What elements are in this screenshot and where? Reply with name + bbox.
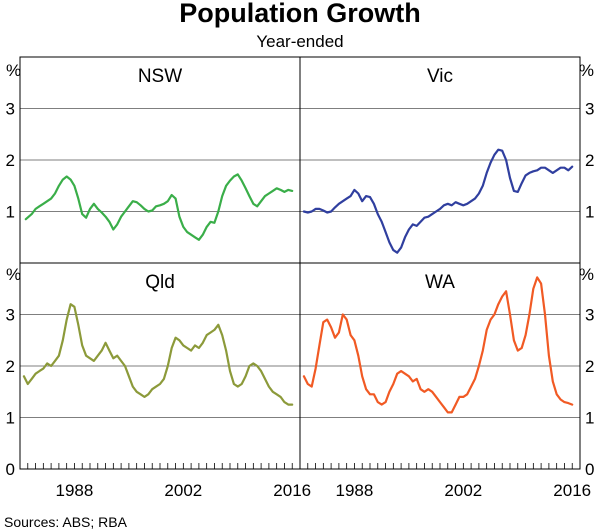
chart-title: Population Growth bbox=[179, 0, 420, 28]
y-tick-label-wa-2: 2 bbox=[585, 357, 594, 376]
y-tick-label-wa-1: 1 bbox=[585, 409, 594, 428]
unit-label-top-right: % bbox=[579, 61, 594, 80]
y-tick-label-qld-2: 2 bbox=[6, 357, 15, 376]
panel-title-nsw: NSW bbox=[138, 66, 182, 87]
x-tick-label-wa-2016: 2016 bbox=[553, 481, 591, 500]
y-tick-label-nsw-1: 1 bbox=[6, 203, 15, 222]
series-line-nsw bbox=[24, 173, 294, 241]
panel-title-qld: Qld bbox=[145, 272, 175, 293]
y-tick-label-vic-1: 1 bbox=[585, 203, 594, 222]
y-tick-label-nsw-3: 3 bbox=[6, 100, 15, 119]
y-tick-label-qld-3: 3 bbox=[6, 306, 15, 325]
x-tick-label-wa-2002: 2002 bbox=[444, 481, 482, 500]
unit-label-bottom-right: % bbox=[579, 265, 594, 284]
y-tick-label-vic-2: 2 bbox=[585, 151, 594, 170]
y-tick-label-qld-0: 0 bbox=[6, 460, 15, 479]
unit-label-bottom-left: % bbox=[6, 265, 21, 284]
y-tick-label-nsw-2: 2 bbox=[6, 151, 15, 170]
x-tick-label-qld-1988: 1988 bbox=[56, 481, 94, 500]
chart-subtitle: Year-ended bbox=[256, 32, 343, 51]
y-tick-label-vic-3: 3 bbox=[585, 100, 594, 119]
series-line-vic bbox=[302, 148, 574, 254]
x-tick-label-qld-2016: 2016 bbox=[273, 481, 311, 500]
series-line-qld bbox=[22, 303, 294, 406]
panel-title-wa: WA bbox=[425, 272, 455, 293]
series-line-wa bbox=[302, 276, 574, 414]
x-tick-label-wa-1988: 1988 bbox=[336, 481, 374, 500]
y-tick-label-wa-0: 0 bbox=[585, 460, 594, 479]
source-note: Sources: ABS; RBA bbox=[4, 514, 128, 530]
unit-label-top-left: % bbox=[6, 61, 21, 80]
y-tick-label-qld-1: 1 bbox=[6, 409, 15, 428]
y-tick-label-wa-3: 3 bbox=[585, 306, 594, 325]
panel-title-vic: Vic bbox=[427, 66, 453, 87]
x-tick-label-qld-2002: 2002 bbox=[164, 481, 202, 500]
